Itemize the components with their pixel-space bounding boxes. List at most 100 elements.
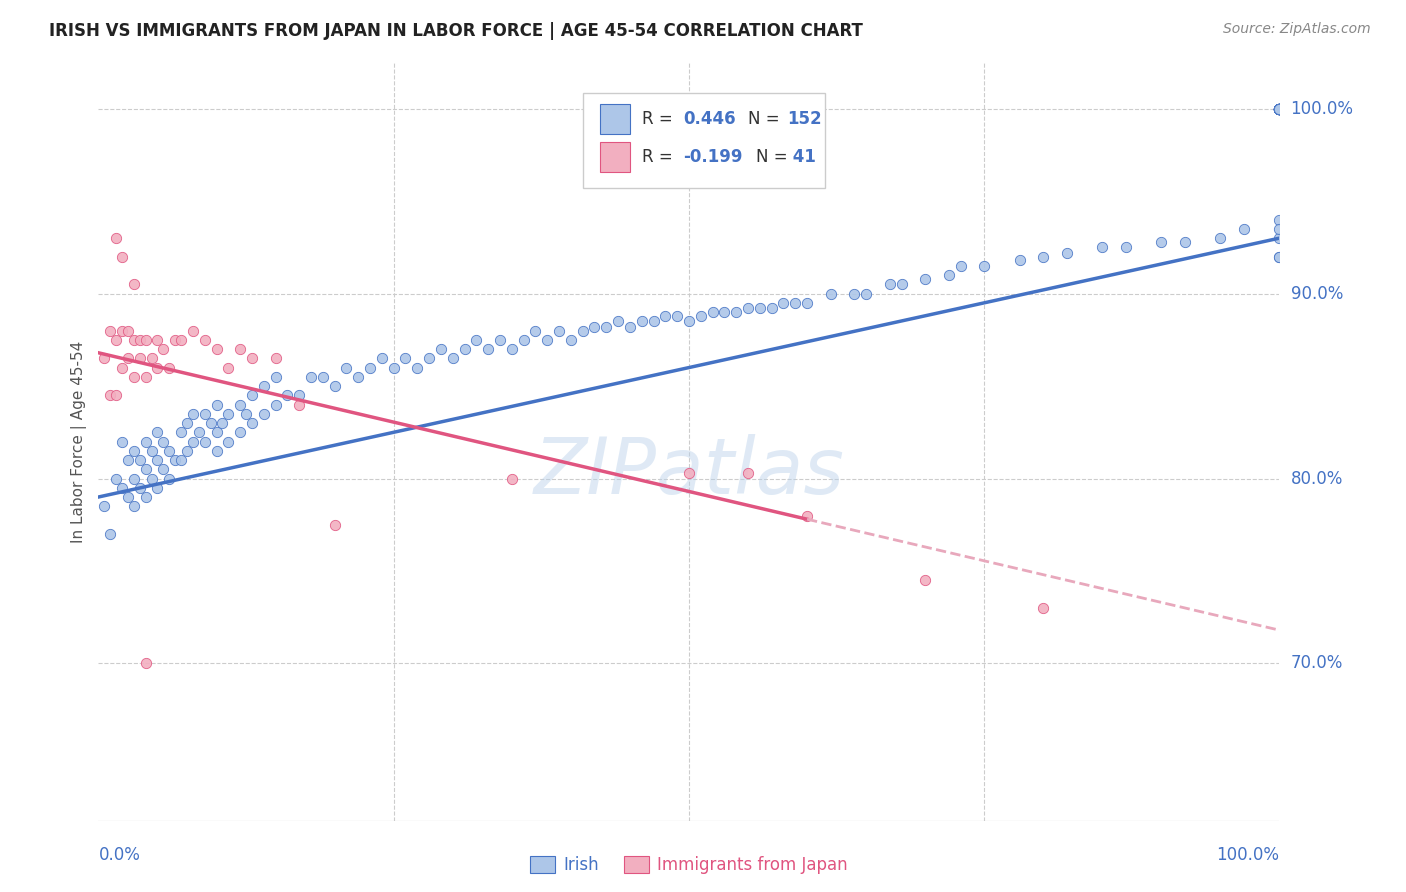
Point [146,333,169,347]
Point [914,272,936,286]
Point [785,296,807,310]
Point [205,342,228,356]
Point [359,360,381,375]
Point [619,319,641,334]
Point [335,360,357,375]
Point [170,425,193,440]
Point [152,462,174,476]
Point [501,342,523,356]
Point [1268,212,1291,227]
Point [820,286,842,301]
Point [772,296,794,310]
Point [1268,102,1291,116]
Point [1150,235,1173,249]
Point [560,333,582,347]
Point [264,369,287,384]
Point [1209,231,1232,245]
Bar [600,142,630,172]
Point [122,443,145,458]
Point [211,416,233,430]
Point [111,250,134,264]
Point [111,360,134,375]
Point [1174,235,1197,249]
Point [187,425,209,440]
Point [1268,102,1291,116]
Point [643,314,665,328]
Point [477,342,499,356]
Point [128,453,150,467]
Point [1091,240,1114,254]
Point [1268,102,1291,116]
Point [737,466,759,480]
Text: 0.446: 0.446 [683,111,735,128]
Point [128,351,150,366]
Point [914,573,936,587]
Point [1268,102,1291,116]
Point [524,324,547,338]
Point [111,324,134,338]
Point [1032,601,1054,615]
Point [347,369,370,384]
Point [253,407,276,421]
Point [105,231,128,245]
Point [489,333,512,347]
Point [135,434,157,449]
Point [571,324,593,338]
Text: N =: N = [756,148,793,166]
Point [938,268,960,282]
Point [855,286,877,301]
Point [1268,102,1291,116]
Point [157,360,180,375]
Y-axis label: In Labor Force | Age 45-54: In Labor Force | Age 45-54 [72,341,87,542]
Point [135,333,157,347]
Point [1268,102,1291,116]
Point [678,314,700,328]
Point [170,453,193,467]
Point [122,333,145,347]
Point [176,416,198,430]
Point [1268,102,1291,116]
Point [141,471,163,485]
Point [146,453,169,467]
Point [122,500,145,514]
Point [128,481,150,495]
Point [165,333,187,347]
Point [713,305,735,319]
Point [288,388,311,402]
Point [117,490,139,504]
Point [240,351,263,366]
Point [181,407,204,421]
Point [501,471,523,485]
Point [844,286,866,301]
Point [1268,102,1291,116]
Point [761,301,783,316]
Point [105,333,128,347]
Point [702,305,724,319]
Point [1268,102,1291,116]
Point [654,309,676,323]
Point [98,324,121,338]
Point [288,398,311,412]
Point [240,388,263,402]
Point [122,277,145,292]
Point [170,333,193,347]
Point [1268,102,1291,116]
Point [1268,250,1291,264]
Point [146,481,169,495]
Point [146,360,169,375]
Point [217,360,239,375]
Point [1008,253,1031,268]
Point [117,324,139,338]
Point [235,407,257,421]
Bar [600,104,630,135]
Point [1268,102,1291,116]
Point [194,333,217,347]
Point [205,425,228,440]
Point [264,398,287,412]
Point [1268,222,1291,236]
Point [98,388,121,402]
Point [276,388,298,402]
Point [176,443,198,458]
Point [299,369,322,384]
Text: -0.199: -0.199 [683,148,742,166]
